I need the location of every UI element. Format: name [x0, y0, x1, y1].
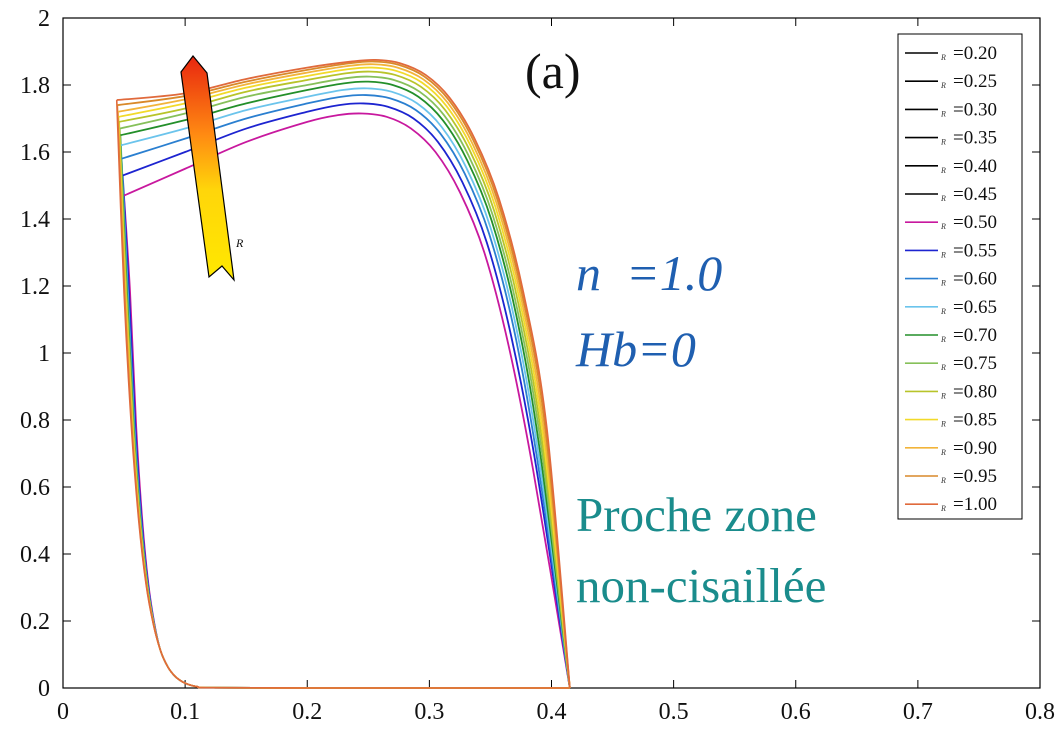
series-line — [117, 60, 571, 689]
x-tick-label: 0.6 — [781, 699, 811, 725]
series-line — [118, 66, 571, 689]
legend-symbol: R — [940, 194, 946, 203]
y-tick-label: 1.2 — [20, 274, 50, 300]
legend-symbol: R — [940, 307, 946, 316]
legend-symbol: R — [940, 81, 946, 90]
lower-branch-line — [117, 111, 570, 689]
plot-axes: 0 0.1 0.2 0.3 0.4 0.5 0.6 0.7 0.8 0 0.2 0.4 0.6 0.8 1 1… — [20, 6, 1055, 725]
legend: R =0.20 R =0.25 R =0.30 R =0.35 R =0.40 R =0.45 R =0.… — [897, 33, 1023, 520]
x-tick-label: 0.1 — [170, 699, 200, 725]
legend-label: =0.45 — [953, 184, 997, 205]
x-tick-label: 0.7 — [903, 699, 933, 725]
legend-label: =0.90 — [953, 438, 997, 459]
legend-label: =0.20 — [953, 43, 997, 64]
legend-symbol: R — [940, 448, 946, 457]
y-tick-label: 1.8 — [20, 73, 50, 99]
x-tick-label: 0.3 — [414, 699, 444, 725]
legend-symbol: R — [940, 476, 946, 485]
legend-label: =0.50 — [953, 212, 997, 233]
legend-label: =0.60 — [953, 269, 997, 290]
y-tick-label: 0.2 — [20, 609, 50, 635]
series-line — [116, 58, 571, 689]
legend-symbol: R — [940, 391, 946, 400]
legend-label: =0.25 — [953, 71, 997, 92]
y-tick-label: 1.4 — [20, 207, 50, 233]
arrow-label: R — [235, 236, 244, 250]
legend-label: =0.35 — [953, 128, 997, 149]
y-tick-label: 0 — [38, 676, 50, 702]
lower-curves — [115, 100, 570, 689]
lower-branch-line — [117, 116, 570, 689]
zone-label-line2: non-cisaillée — [576, 558, 826, 613]
y-tick-label: 0.8 — [20, 408, 50, 434]
legend-label: =0.40 — [953, 156, 997, 177]
y-tick-label: 2 — [38, 6, 50, 32]
series-line — [123, 112, 571, 689]
series-line — [119, 70, 571, 689]
legend-label: =0.70 — [953, 325, 997, 346]
legend-box — [897, 33, 1023, 520]
upper-curves — [116, 58, 571, 689]
series-line — [120, 87, 571, 689]
y-tick-label: 1.6 — [20, 140, 50, 166]
legend-symbol: R — [940, 138, 946, 147]
legend-symbol: R — [940, 420, 946, 429]
y-tick-label: 1 — [38, 341, 50, 367]
hb-annotation: Hb=0 — [575, 321, 696, 377]
legend-label: =0.95 — [953, 466, 997, 487]
series-line — [119, 75, 571, 689]
y-tick-label: 0.6 — [20, 475, 50, 501]
x-tick-label: 0.8 — [1025, 699, 1055, 725]
series-line — [122, 102, 571, 689]
x-tick-label: 0.4 — [537, 699, 567, 725]
lower-branch-line — [115, 100, 570, 689]
zone-label-line1: Proche zone — [576, 487, 817, 542]
legend-label: =0.80 — [953, 381, 997, 402]
legend-symbol: R — [940, 222, 946, 231]
increase-arrow: R — [180, 55, 244, 282]
legend-symbol: R — [940, 335, 946, 344]
legend-symbol: R — [940, 250, 946, 259]
legend-label: =0.65 — [953, 297, 997, 318]
legend-symbol: R — [940, 109, 946, 118]
legend-symbol: R — [940, 504, 946, 513]
legend-label: =1.00 — [953, 494, 997, 515]
series-line — [120, 80, 571, 689]
legend-symbol: R — [940, 363, 946, 372]
legend-label: =0.30 — [953, 99, 997, 120]
legend-label: =0.55 — [953, 240, 997, 261]
legend-symbol: R — [940, 279, 946, 288]
panel-label: (a) — [525, 43, 581, 99]
series-line — [121, 94, 571, 689]
legend-symbol: R — [940, 166, 946, 175]
legend-symbol: R — [940, 53, 946, 62]
x-tick-label: 0.2 — [292, 699, 322, 725]
legend-label: =0.85 — [953, 410, 997, 431]
increase-arrow-icon — [180, 55, 235, 282]
y-tick-label: 0.4 — [20, 542, 50, 568]
lower-branch-line — [120, 145, 570, 689]
n-annotation: n =1.0 — [576, 245, 722, 301]
x-tick-label: 0 — [57, 699, 69, 725]
series-line — [117, 63, 571, 689]
legend-label: =0.75 — [953, 353, 997, 374]
lower-branch-line — [116, 105, 570, 689]
x-tick-label: 0.5 — [659, 699, 689, 725]
